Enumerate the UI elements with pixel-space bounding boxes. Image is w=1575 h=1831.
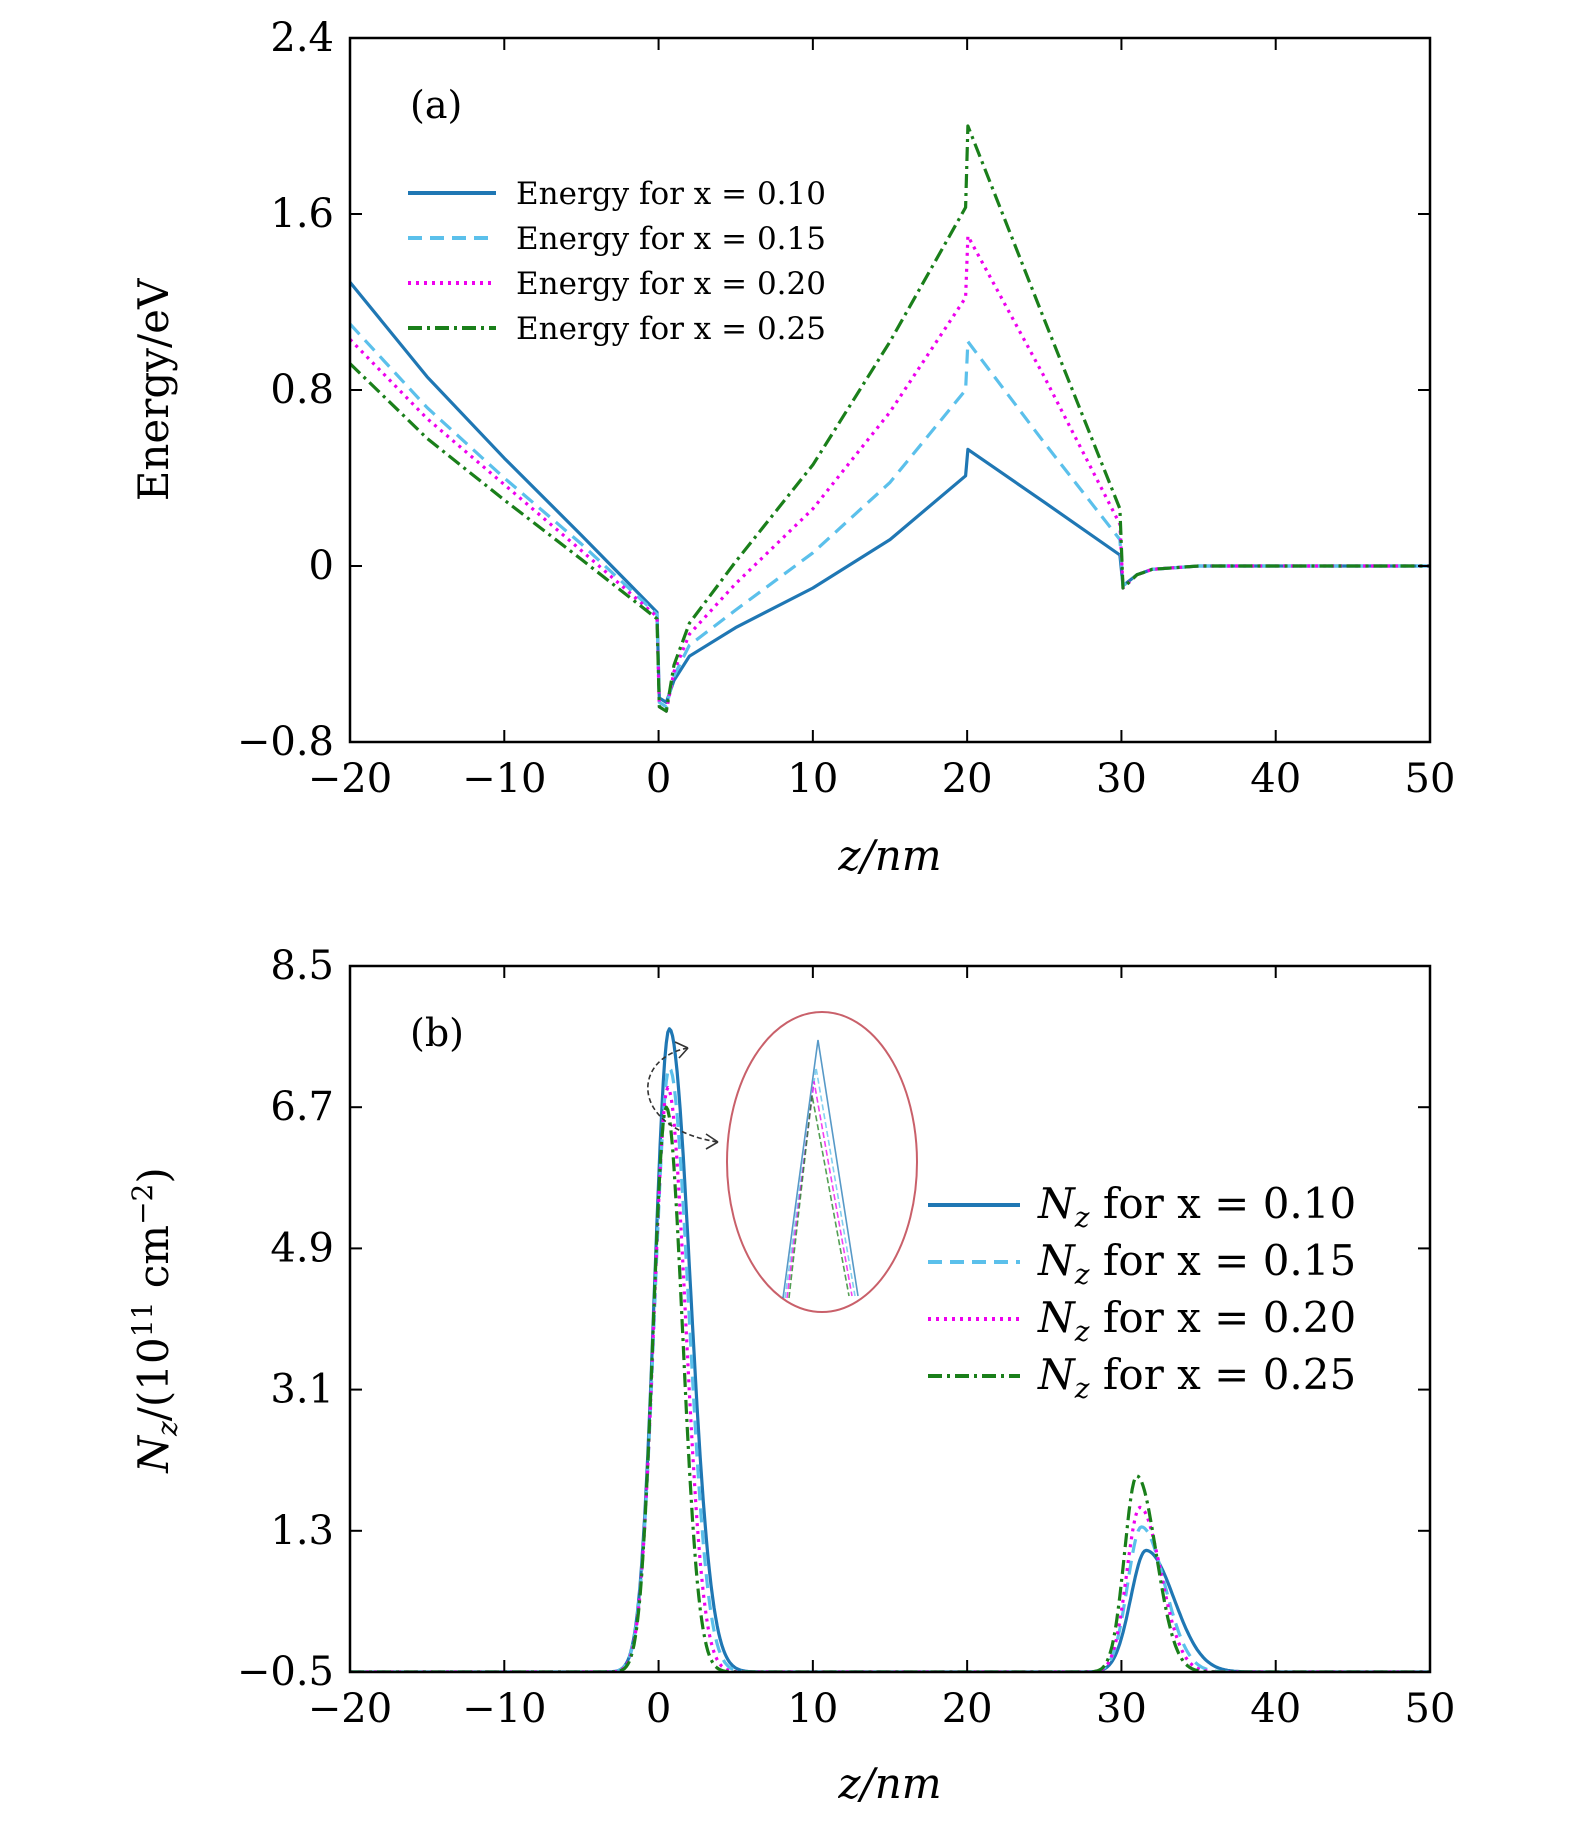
panel-a-xtick-label-0: −20 [308,756,392,802]
inset-curve-2 [786,1081,853,1299]
legend-b-label-0: Nz for x = 0.10 [1037,1179,1356,1234]
panel-a-ytick-label-0: −0.8 [237,719,334,765]
inset-arrow-curve [647,1047,719,1143]
energy-line-3 [350,124,1430,713]
panel-a-ytick-label-4: 2.4 [270,15,334,61]
legend-b-rest-3: for x = 0.25 [1090,1350,1357,1399]
panel-a-ticks: −20 −10 0 10 20 30 40 50 −0.8 0 0.8 1.6 2.4 [237,15,1456,802]
panel-b-frame [348,964,1432,1674]
panel-b-tag: (b) [410,1011,464,1055]
panel-a-frame [348,36,1432,744]
energy-line-0 [350,281,1430,704]
panel-a-legend: Energy for x = 0.10 Energy for x = 0.15 … [408,176,826,347]
panel-b: −20 −10 0 10 20 30 40 50 −0.5 1.3 3.1 4.9 6.7 8.5 (b)… [126,943,1455,1808]
panel-b-ylabel-sup: 11 [126,1302,159,1338]
legend-b-n-3: N [1037,1350,1076,1399]
panel-b-xtick-label-0: −20 [308,1686,392,1732]
panel-b-ytick-label-0: −0.5 [237,1649,334,1695]
legend-b-label-3: Nz for x = 0.25 [1037,1350,1356,1405]
panel-b-ylabel-n: N [129,1435,178,1474]
legend-b-rest-0: for x = 0.10 [1090,1179,1357,1228]
legend-b-rest-2: for x = 0.20 [1090,1293,1357,1342]
panel-a-xtick-label-2: 0 [646,756,671,802]
panel-b-ylabel: Nz/(1011 cm−2) [126,1167,184,1474]
panel-a-xtick-label-6: 40 [1250,756,1301,802]
panel-a-ytick-label-1: 0 [309,543,334,589]
panel-b-xtick-label-5: 30 [1096,1686,1147,1732]
legend-b-label-2: Nz for x = 0.20 [1037,1293,1356,1348]
panel-b-xlabel: z/nm [837,1759,941,1808]
panel-a-xtick-label-4: 20 [942,756,993,802]
panel-b-ticks: −20 −10 0 10 20 30 40 50 −0.5 1.3 3.1 4.9 6.7 8.5 [237,943,1456,1732]
legend-b-rest-1: for x = 0.15 [1090,1236,1357,1285]
inset-curve-0 [782,1039,859,1299]
panel-a-xlabel: z/nm [837,831,941,880]
panel-a-ytick-label-3: 1.6 [270,191,334,237]
panel-b-ylabel-unit-sup: −2 [126,1184,159,1225]
panel-a-xtick-label-5: 30 [1096,756,1147,802]
legend-a-label-3: Energy for x = 0.25 [516,311,826,347]
panel-b-ylabel-sub: z [151,1421,184,1437]
panel-b-ylabel-close: ) [129,1167,178,1183]
panel-b-ytick-label-1: 1.3 [270,1508,334,1554]
inset-arrow-head-top [674,1041,689,1059]
panel-b-ylabel-rest: /(10 [129,1337,178,1421]
panel-a-xtick-label-1: −10 [462,756,546,802]
panel-a-xtick-label-7: 50 [1405,756,1456,802]
panel-a-ylabel: Energy/eV [129,278,178,501]
energy-line-1 [350,322,1430,709]
inset-arrow-head-bottom [705,1133,719,1150]
legend-b-n-1: N [1037,1236,1076,1285]
legend-b-sub-2: z [1074,1315,1090,1348]
panel-b-ytick-label-2: 3.1 [270,1367,334,1413]
panel-a-ytick-label-2: 0.8 [270,367,334,413]
legend-a-label-2: Energy for x = 0.20 [516,266,826,302]
panel-a-tag: (a) [410,83,462,127]
legend-b-sub-1: z [1074,1258,1090,1291]
peak-zoom-inset [647,1011,918,1313]
legend-b-n-2: N [1037,1293,1076,1342]
energy-line-2 [350,234,1430,713]
panel-b-legend: Nz for x = 0.10 Nz for x = 0.15 Nz for x… [928,1179,1356,1405]
panel-b-ytick-label-5: 8.5 [270,943,334,989]
panel-b-xtick-label-7: 50 [1405,1686,1456,1732]
inset-curves [782,1039,859,1299]
legend-b-n-0: N [1037,1179,1076,1228]
panel-b-xtick-label-3: 10 [787,1686,838,1732]
legend-b-sub-3: z [1074,1372,1090,1405]
inset-ellipse [726,1011,918,1313]
inset-curve-3 [788,1094,850,1299]
legend-b-sub-0: z [1074,1201,1090,1234]
panel-a: −20 −10 0 10 20 30 40 50 −0.8 0 0.8 1.6 2.4 (a) Ener… [129,15,1455,880]
panel-a-series-group [350,124,1430,713]
panel-b-ytick-label-3: 4.9 [270,1225,334,1271]
panel-b-ylabel-unit: cm [129,1225,178,1302]
inset-curve-1 [784,1067,856,1299]
legend-b-label-1: Nz for x = 0.15 [1037,1236,1356,1291]
panel-b-xtick-label-1: −10 [462,1686,546,1732]
panel-b-xtick-label-4: 20 [942,1686,993,1732]
legend-a-label-1: Energy for x = 0.15 [516,221,826,257]
panel-b-xtick-label-6: 40 [1250,1686,1301,1732]
panel-a-xtick-label-3: 10 [787,756,838,802]
legend-a-label-0: Energy for x = 0.10 [516,176,826,212]
panel-b-ytick-label-4: 6.7 [270,1084,334,1130]
panel-b-xtick-label-2: 0 [646,1686,671,1732]
